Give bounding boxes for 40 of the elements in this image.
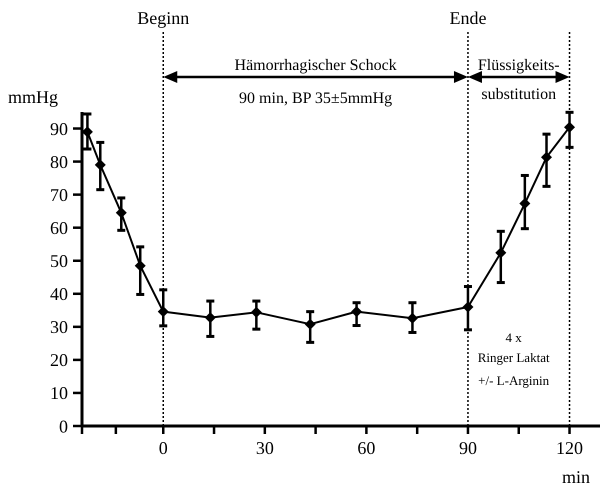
x-tick-label: 90	[458, 438, 477, 458]
point	[541, 152, 552, 163]
point	[116, 207, 127, 218]
x-tick-label: 30	[256, 438, 274, 458]
ref-line-label: Beginn	[137, 8, 190, 28]
y-axis-title: mmHg	[8, 87, 58, 107]
y-tick-label: 60	[50, 218, 68, 238]
text: Flüssigkeits-	[478, 57, 560, 74]
point	[204, 312, 216, 324]
point	[250, 306, 262, 318]
point	[94, 159, 106, 170]
x-tick-label: 120	[556, 438, 584, 458]
point	[564, 122, 576, 133]
point	[406, 312, 418, 324]
y-tick-label: 10	[50, 383, 68, 404]
point	[462, 302, 474, 313]
y-tick-label: 80	[50, 152, 68, 172]
x-tick-label: 60	[357, 438, 376, 458]
point	[158, 306, 169, 318]
y-tick-label: 0	[59, 416, 68, 436]
text: Hämorrhagischer Schock	[234, 57, 397, 74]
y-tick-label: 70	[50, 184, 68, 205]
text: 90 min, BP 35±5mmHg	[239, 90, 392, 107]
y-tick-label: 20	[50, 350, 68, 370]
annotation: Ringer Laktat	[478, 350, 550, 365]
y-tick-label: 50	[50, 251, 68, 272]
text: substitution	[481, 86, 556, 103]
annotation: 4 x	[506, 330, 522, 345]
point	[351, 306, 362, 318]
x-tick-label: 0	[158, 438, 168, 458]
point	[134, 260, 146, 272]
y-tick-label: 40	[50, 284, 68, 304]
y-tick-label: 30	[50, 317, 68, 338]
point	[519, 198, 530, 210]
point	[495, 247, 506, 258]
point	[304, 318, 316, 330]
annotation: +/- L-Arginin	[478, 373, 550, 388]
y-tick-label: 90	[50, 118, 68, 139]
ref-line-label: Ende	[449, 8, 486, 28]
x-axis-title: min	[562, 467, 590, 487]
